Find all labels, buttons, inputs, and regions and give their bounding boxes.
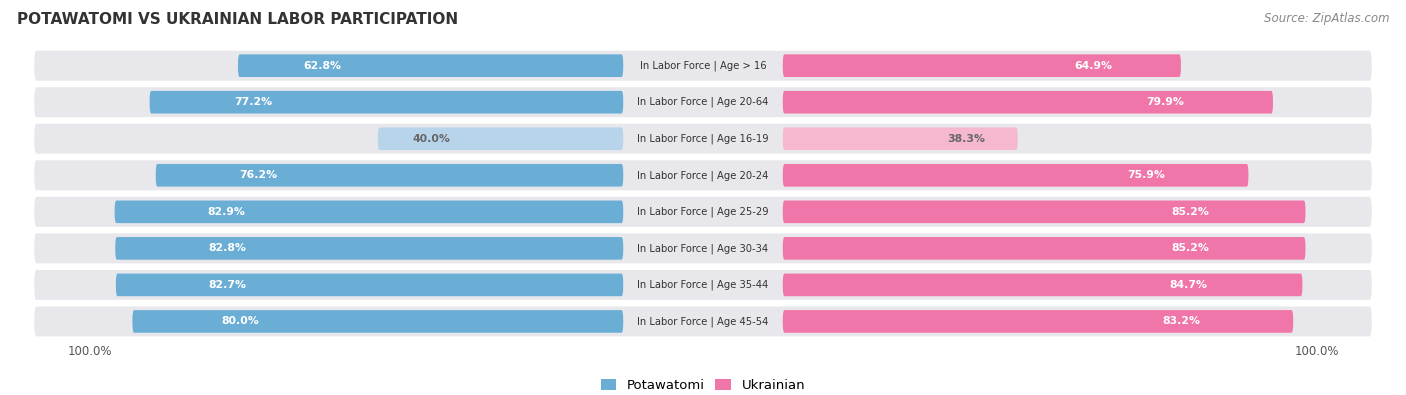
Text: 79.9%: 79.9% — [1146, 97, 1184, 107]
Text: In Labor Force | Age 16-19: In Labor Force | Age 16-19 — [637, 134, 769, 144]
Text: 84.7%: 84.7% — [1170, 280, 1208, 290]
FancyBboxPatch shape — [34, 51, 1372, 81]
Text: 64.9%: 64.9% — [1074, 61, 1112, 71]
FancyBboxPatch shape — [115, 237, 623, 260]
Text: 83.2%: 83.2% — [1161, 316, 1199, 326]
FancyBboxPatch shape — [132, 310, 623, 333]
FancyBboxPatch shape — [34, 270, 1372, 300]
Text: In Labor Force | Age 35-44: In Labor Force | Age 35-44 — [637, 280, 769, 290]
FancyBboxPatch shape — [34, 87, 1372, 117]
Text: In Labor Force | Age 30-34: In Labor Force | Age 30-34 — [637, 243, 769, 254]
Text: 62.8%: 62.8% — [304, 61, 342, 71]
Text: 80.0%: 80.0% — [222, 316, 259, 326]
FancyBboxPatch shape — [34, 197, 1372, 227]
Text: Source: ZipAtlas.com: Source: ZipAtlas.com — [1264, 12, 1389, 25]
Text: In Labor Force | Age > 16: In Labor Force | Age > 16 — [640, 60, 766, 71]
Text: 75.9%: 75.9% — [1128, 170, 1166, 180]
FancyBboxPatch shape — [34, 160, 1372, 190]
FancyBboxPatch shape — [783, 310, 1294, 333]
Text: 82.8%: 82.8% — [208, 243, 246, 253]
Text: 85.2%: 85.2% — [1171, 243, 1209, 253]
FancyBboxPatch shape — [149, 91, 623, 113]
Text: 82.9%: 82.9% — [208, 207, 246, 217]
FancyBboxPatch shape — [783, 237, 1306, 260]
Legend: Potawatomi, Ukrainian: Potawatomi, Ukrainian — [595, 374, 811, 395]
FancyBboxPatch shape — [34, 124, 1372, 154]
Text: In Labor Force | Age 20-24: In Labor Force | Age 20-24 — [637, 170, 769, 181]
Text: In Labor Force | Age 25-29: In Labor Force | Age 25-29 — [637, 207, 769, 217]
FancyBboxPatch shape — [115, 274, 623, 296]
FancyBboxPatch shape — [238, 55, 623, 77]
Text: 85.2%: 85.2% — [1171, 207, 1209, 217]
FancyBboxPatch shape — [378, 128, 623, 150]
FancyBboxPatch shape — [783, 55, 1181, 77]
Text: 38.3%: 38.3% — [948, 134, 986, 144]
Text: 40.0%: 40.0% — [413, 134, 451, 144]
Text: In Labor Force | Age 45-54: In Labor Force | Age 45-54 — [637, 316, 769, 327]
FancyBboxPatch shape — [115, 201, 623, 223]
FancyBboxPatch shape — [156, 164, 623, 186]
FancyBboxPatch shape — [34, 307, 1372, 337]
FancyBboxPatch shape — [783, 201, 1306, 223]
Text: 76.2%: 76.2% — [239, 170, 277, 180]
FancyBboxPatch shape — [783, 164, 1249, 186]
FancyBboxPatch shape — [34, 233, 1372, 263]
Text: In Labor Force | Age 20-64: In Labor Force | Age 20-64 — [637, 97, 769, 107]
Text: POTAWATOMI VS UKRAINIAN LABOR PARTICIPATION: POTAWATOMI VS UKRAINIAN LABOR PARTICIPAT… — [17, 12, 458, 27]
FancyBboxPatch shape — [783, 128, 1018, 150]
FancyBboxPatch shape — [783, 274, 1302, 296]
Text: 82.7%: 82.7% — [208, 280, 246, 290]
FancyBboxPatch shape — [783, 91, 1272, 113]
Text: 77.2%: 77.2% — [235, 97, 273, 107]
